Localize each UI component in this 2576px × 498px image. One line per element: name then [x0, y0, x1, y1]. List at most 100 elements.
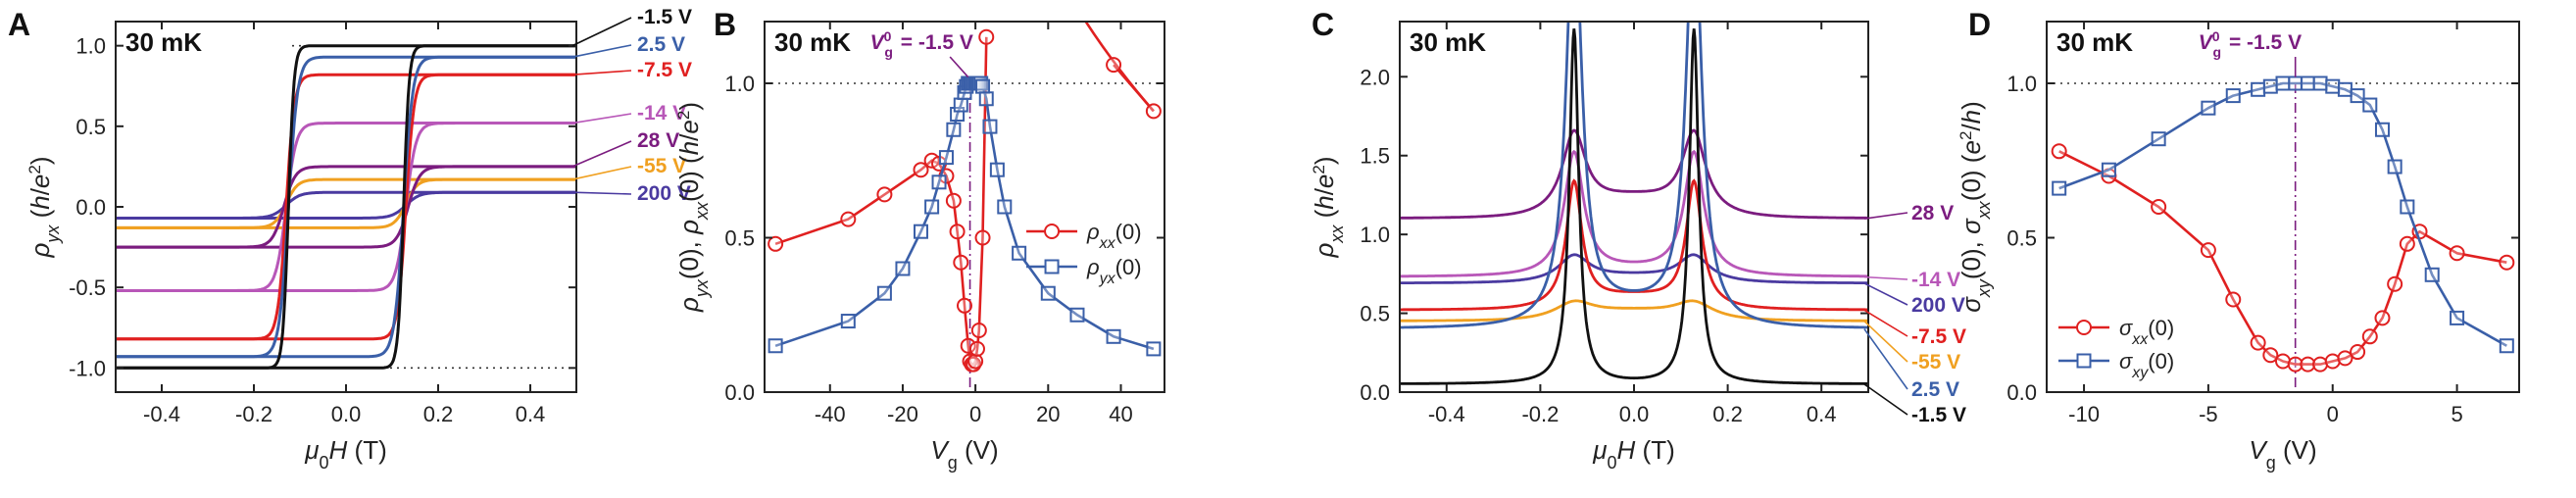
panel-b-axes: -40 -20 0 20 40 0.0 0.5 1.0	[724, 21, 1165, 426]
data-point	[960, 337, 976, 354]
hysteresis-down-sweep	[116, 73, 576, 341]
data-point	[2225, 291, 2242, 308]
hysteresis-down-sweep	[116, 177, 576, 229]
gate-voltage-label: -7.5 V	[1911, 325, 1966, 348]
hysteresis-up-sweep	[116, 177, 576, 229]
data-point	[978, 28, 995, 45]
gate-voltage-label: -7.5 V	[637, 59, 692, 81]
label-arrow	[571, 191, 632, 195]
y-tick-label: 0.5	[75, 115, 106, 139]
data-point	[2387, 159, 2403, 174]
data-point	[1146, 341, 1162, 357]
data-point	[2300, 356, 2316, 373]
data-point	[1145, 103, 1162, 120]
hysteresis-down-sweep	[116, 122, 576, 292]
hysteresis-down-sweep	[116, 190, 576, 220]
data-point	[2101, 162, 2116, 177]
data-point	[970, 323, 987, 338]
gate-voltage-label: -1.5 V	[1911, 404, 1966, 426]
rho-xx-curve	[1400, 149, 1868, 278]
x-axis-label: μ0H (T)	[1592, 435, 1674, 473]
data-point	[1106, 57, 1122, 74]
panel-c-axes: -0.4 -0.2 0.0 0.2 0.4 0.0 0.5 1.0 1.5 2.0	[1360, 21, 1869, 426]
y-tick-label: 0.5	[1360, 302, 1390, 326]
temperature-label: 30 mK	[2056, 27, 2133, 57]
label-arrow	[1863, 328, 1908, 390]
rho-xx-curve	[1400, 22, 1868, 329]
x-tick-label: 0	[2327, 402, 2339, 426]
data-point	[1069, 307, 1085, 323]
data-point	[2387, 275, 2403, 292]
charge-neutral-annotation: V0 g = -1.5 V	[2199, 28, 2302, 60]
data-point	[768, 235, 784, 252]
data-point	[2200, 242, 2216, 259]
series-line	[2058, 150, 2507, 366]
data-point	[876, 285, 892, 301]
data-point	[2051, 143, 2067, 160]
data-point	[768, 338, 783, 354]
data-point	[2251, 81, 2266, 97]
y-tick-label: 1.5	[1360, 144, 1390, 169]
y-tick-label: -0.5	[69, 275, 106, 300]
x-tick-label: 0.0	[331, 402, 362, 426]
x-axis-label: Vg (V)	[930, 435, 998, 473]
gate-voltage-label: -14 V	[637, 102, 686, 124]
legend-label: ρyx(0)	[1086, 255, 1142, 287]
y-tick-label: 1.0	[1360, 223, 1390, 247]
data-point	[938, 150, 954, 166]
y-tick-label: 0.5	[2006, 226, 2037, 251]
data-point	[1040, 285, 1056, 301]
hysteresis-up-sweep	[116, 190, 576, 220]
label-arrow	[571, 166, 632, 180]
data-point	[924, 199, 940, 215]
data-point	[2288, 75, 2304, 91]
y-tick-label: 0.0	[75, 195, 106, 220]
series-line	[2058, 81, 2507, 347]
label-arrow	[1863, 321, 1908, 363]
gate-voltage-label: 28 V	[637, 129, 679, 152]
plot-frame	[115, 21, 577, 393]
x-tick-label: 5	[2451, 402, 2462, 426]
gate-voltage-label: 2.5 V	[637, 33, 685, 56]
data-point	[2374, 310, 2391, 326]
x-tick-label: -0.4	[143, 402, 180, 426]
data-point	[953, 254, 969, 271]
data-point	[2287, 356, 2304, 373]
annotation-arrow	[949, 56, 969, 78]
hysteresis-loops	[116, 44, 576, 370]
plot-frame	[1399, 21, 1869, 393]
label-arrow	[571, 70, 632, 76]
panel-a-axes: -0.4 -0.2 0.0 0.2 0.4 -1.0 -0.5 0.0 0.5 1.0	[69, 21, 577, 426]
series-line	[774, 36, 988, 366]
data-point	[2312, 75, 2328, 91]
data-point	[953, 97, 968, 113]
x-tick-label: 0.4	[1807, 402, 1837, 426]
data-point	[997, 199, 1013, 215]
data-point	[2400, 199, 2415, 215]
data-point	[2250, 334, 2266, 351]
legend-marker	[1044, 224, 1061, 239]
gate-voltage-label: -14 V	[1911, 269, 1960, 291]
x-tick-label: -10	[2068, 402, 2100, 426]
data-point	[2361, 328, 2378, 345]
legend-marker	[1044, 259, 1060, 274]
data-point	[2450, 310, 2465, 325]
data-point	[2374, 122, 2390, 137]
panel-letter: D	[1968, 7, 1991, 42]
label-arrow	[571, 113, 632, 124]
data-point	[931, 174, 947, 190]
data-point	[2052, 180, 2067, 196]
data-point	[1106, 328, 1121, 344]
hysteresis-up-sweep	[116, 44, 576, 370]
x-tick-label: -40	[815, 402, 846, 426]
hysteresis-down-sweep	[116, 55, 576, 359]
plot-frame	[764, 21, 1165, 393]
temperature-label: 30 mK	[125, 27, 202, 57]
data-series	[768, 22, 1162, 373]
x-tick-label: 0.0	[1619, 402, 1650, 426]
data-point	[2424, 267, 2440, 282]
plot-frame	[2046, 21, 2520, 393]
temperature-label: 30 mK	[774, 27, 851, 57]
data-point	[2350, 88, 2365, 104]
panel-d-axes: -10 -5 0 5 0.0 0.5 1.0	[2006, 21, 2520, 426]
